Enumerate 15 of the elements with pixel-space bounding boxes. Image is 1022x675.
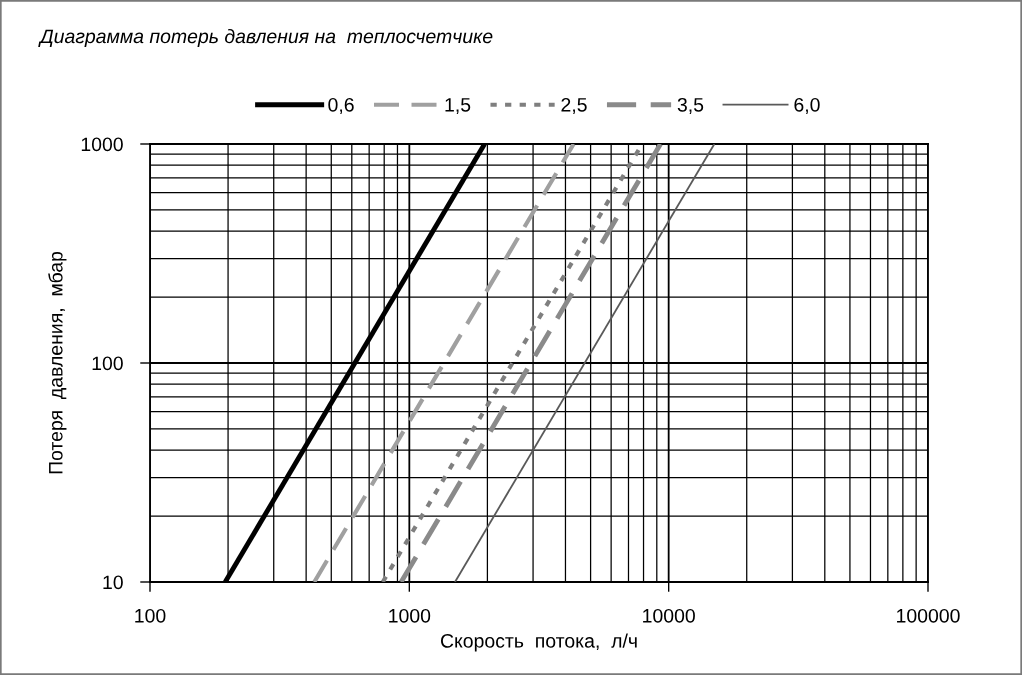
x-tick-label: 1000 — [389, 608, 431, 623]
legend-label: 1,5 — [445, 98, 471, 114]
x-tick-label: 100000 — [897, 608, 960, 623]
legend-label: 2,5 — [561, 97, 587, 114]
y-tick-label: 1000 — [81, 137, 123, 152]
legend-label: 6,0 — [794, 97, 820, 114]
legend-label: 3,5 — [677, 97, 704, 114]
y-axis-title: Потеря давления, мбар — [48, 251, 67, 474]
y-tick-label: 10 — [103, 575, 123, 590]
chart-title: Диаграмма потерь давления на теплосчетчике — [38, 28, 493, 48]
y-tick-label: 100 — [92, 356, 123, 371]
x-tick-label: 10000 — [643, 608, 695, 623]
x-axis-title: Скорость потока, л/ч — [440, 633, 637, 652]
legend-label: 0,6 — [328, 97, 354, 114]
x-tick-label: 100 — [135, 608, 166, 623]
